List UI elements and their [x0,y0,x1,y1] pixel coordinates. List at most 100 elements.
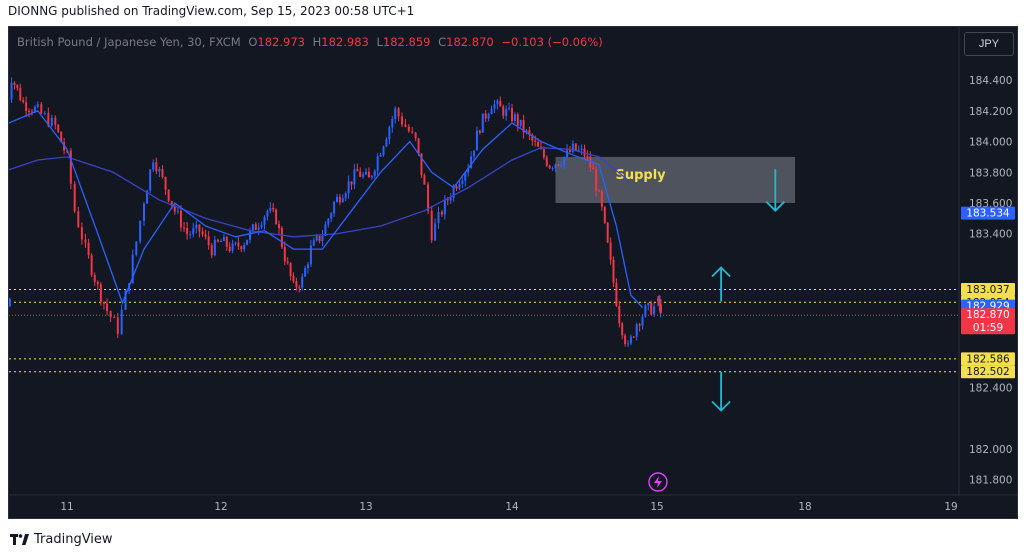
candle-body [612,259,615,283]
candle-body [621,323,624,336]
open-label: O [248,35,258,49]
candle-body [109,311,112,318]
footer-brand-text: TradingView [34,532,113,547]
candle-body [615,282,618,306]
candle-body [385,139,388,147]
candle-body [251,224,254,231]
candle-body [47,113,50,126]
x-tick-label: 18 [798,501,811,513]
candle-body [301,276,304,288]
candle-body [272,207,275,210]
y-tick-label: 184.200 [969,106,1012,118]
candle-body [525,130,528,133]
candle-body [577,149,580,151]
candle-body [189,234,192,236]
candle-body [22,100,25,103]
candle-body [603,206,606,223]
candle-body [566,149,569,158]
candle-body [574,143,577,151]
candle-body [16,84,19,88]
candle-body [414,132,417,139]
candle-body [237,242,240,247]
candle-body [420,153,423,176]
candle-body [624,335,627,345]
candle-body [475,130,478,151]
candle-body [69,150,72,184]
candle-body [644,305,647,317]
candle-body [307,264,309,269]
price-label-tag [961,283,1015,297]
price-label-tag [961,352,1015,366]
candle-body [629,336,632,344]
candle-body [318,236,321,242]
candle-body [10,82,13,100]
candle-body [484,113,487,119]
candle-body [213,239,216,256]
candle-body [470,156,473,169]
lightning-icon[interactable] [648,472,668,492]
candle-body [347,181,350,194]
candle-body [458,184,461,189]
candle-body [382,146,385,155]
candle-body [467,168,470,173]
candle-body [280,228,283,248]
candle-body [580,148,583,150]
x-tick-label: 12 [214,501,227,513]
candle-body [286,261,289,264]
candle-body [551,168,554,170]
candle-body [609,242,612,260]
y-tick-label: 184.400 [969,75,1012,87]
candle-body [298,287,301,289]
candle-body [40,104,43,114]
candle-body [370,175,373,178]
currency-button[interactable]: JPY [964,32,1014,56]
candle-body [434,223,437,241]
candle-body [321,235,324,242]
change-value: −0.103 (−0.06%) [501,35,603,49]
x-tick-label: 13 [359,501,372,513]
candle-body [164,176,167,190]
candle-body [427,184,430,211]
price-chart[interactable]: 184.400184.200184.000183.800183.600183.4… [9,27,1017,518]
candle-body [225,236,228,247]
candle-body [102,302,105,304]
candle-body [376,156,379,171]
candle-body [143,203,145,221]
candle-body [243,244,246,250]
candle-body [647,303,650,306]
candle-body [359,171,362,177]
candle-body [446,199,449,201]
candle-body [183,227,186,229]
candle-body [367,171,370,178]
candle-body [606,222,609,243]
candle-body [220,241,222,243]
x-tick-label: 14 [505,501,519,513]
candle-body [641,316,644,326]
candle-body [449,197,452,201]
candle-body [43,113,46,115]
candle-body [638,324,641,326]
candle-body [210,245,213,256]
candle-body [275,209,278,225]
price-label-text: 182.586 [966,353,1010,365]
price-label-text: 183.534 [966,208,1010,220]
candle-body [391,119,394,128]
candle-body [186,227,189,235]
candle-body [534,140,537,142]
candle-body [327,218,330,225]
candle-body [304,268,307,277]
y-tick-label: 183.800 [969,167,1012,179]
candle-body [656,298,659,302]
candle-body [222,236,225,242]
candle-body [278,224,280,229]
candle-body [50,117,53,126]
candle-body [249,230,251,240]
candle-body [653,306,656,315]
chart-panel[interactable]: 184.400 184.200 184.000 183.800 183.600 183.4… [8,26,1018,519]
candle-body [586,155,589,157]
candle-body [54,117,57,125]
candle-body [650,303,653,315]
candle-body [135,241,138,255]
candle-body [464,172,467,181]
candle-body [356,169,359,172]
